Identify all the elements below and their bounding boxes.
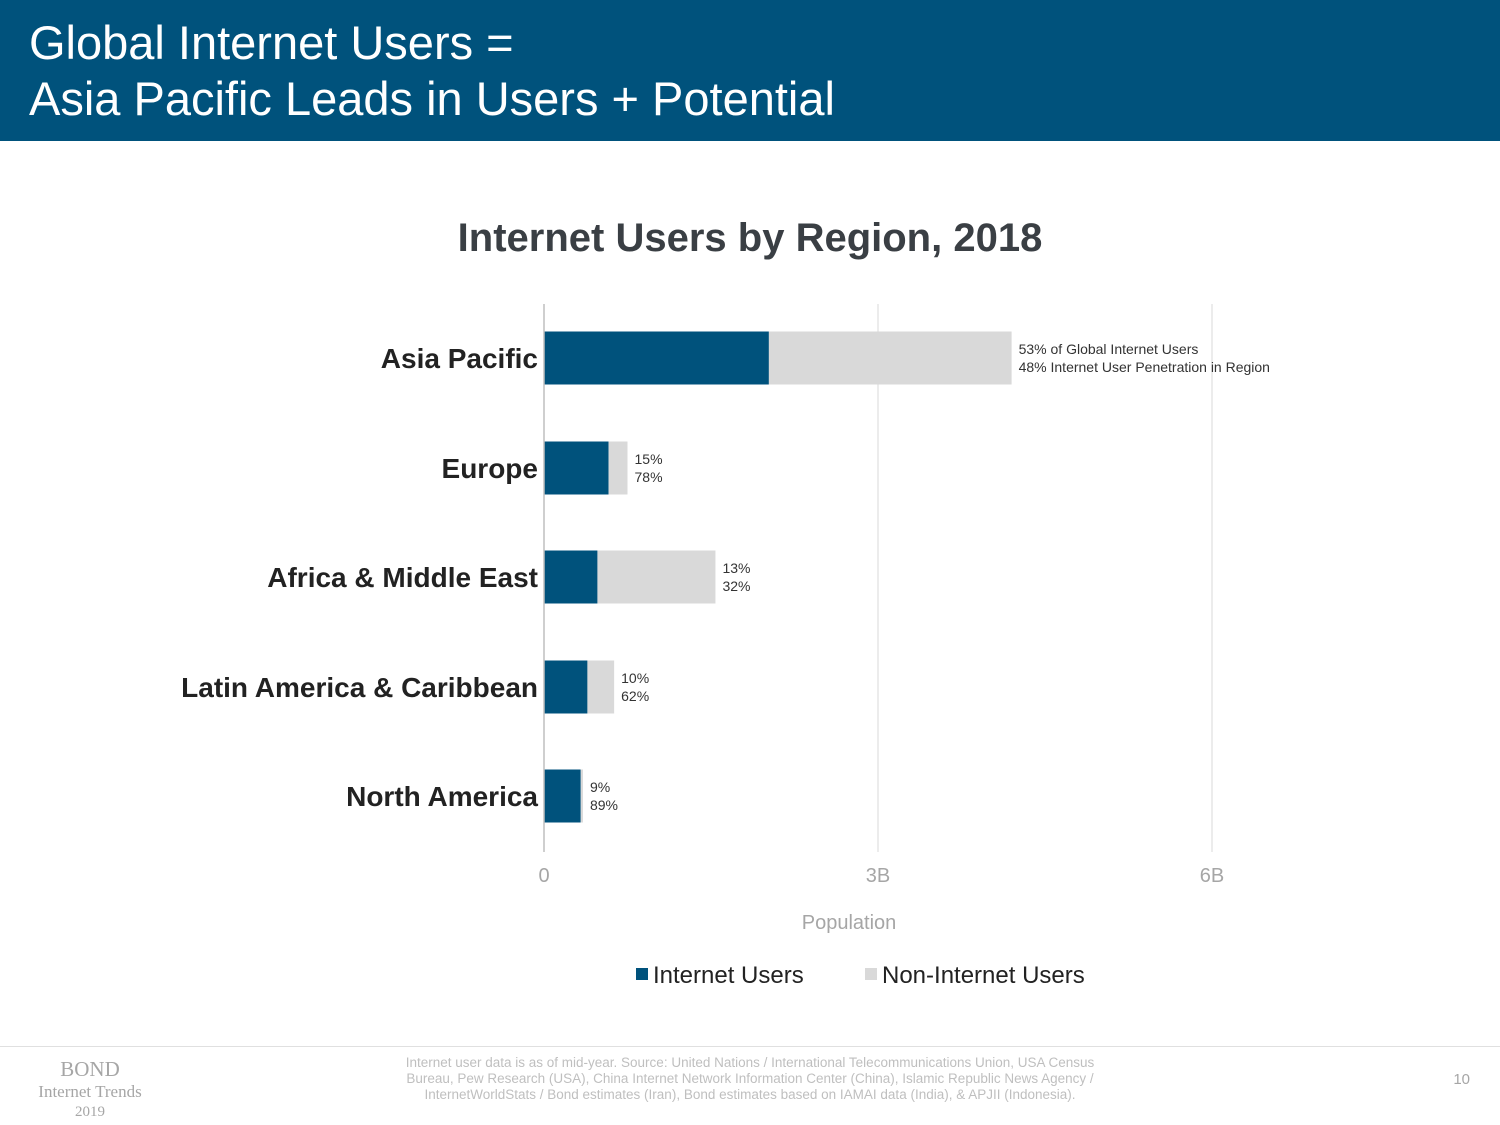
legend-label-internet-users: Internet Users xyxy=(653,962,804,989)
bar-internet-users-3 xyxy=(544,550,598,604)
bar-internet-users-1 xyxy=(544,331,769,385)
page-number: 10 xyxy=(1453,1071,1470,1088)
source-line-1: Internet user data is as of mid-year. So… xyxy=(405,1055,1095,1070)
bar-non-internet-users-4 xyxy=(587,660,615,714)
logo-line-3: 2019 xyxy=(75,1104,105,1120)
category-label: North America xyxy=(346,781,538,812)
bar-chart: Asia Pacific 53% of Global Internet Users… xyxy=(181,304,1270,989)
chart-title: Internet Users by Region, 2018 xyxy=(457,216,1043,260)
bond-logo: BOND Internet Trends 2019 xyxy=(20,1058,160,1122)
logo-line-1: BOND xyxy=(60,1057,120,1081)
bar-annotation-penetration: 62% xyxy=(621,688,649,704)
slide-title-line-2: Asia Pacific Leads in Users + Potential xyxy=(29,72,835,125)
x-tick-label: 6B xyxy=(1200,865,1224,887)
slide-title-line-1: Global Internet Users = xyxy=(29,16,514,69)
source-line-3: InternetWorldStats / Bond estimates (Ira… xyxy=(424,1087,1076,1102)
bar-internet-users-4 xyxy=(544,660,588,714)
bar-annotation-share: 10% xyxy=(621,670,649,686)
category-label: Latin America & Caribbean xyxy=(181,672,538,703)
bar-internet-users-5 xyxy=(544,769,581,823)
x-axis-title: Population xyxy=(802,912,897,934)
category-label: Europe xyxy=(442,453,538,484)
bar-annotation-penetration: 89% xyxy=(590,797,618,813)
bar-annotation-share: 13% xyxy=(722,560,750,576)
bar-annotation-penetration: 78% xyxy=(635,469,663,485)
bar-annotation-share: 15% xyxy=(635,451,663,467)
slide-header: Global Internet Users = Asia Pacific Lea… xyxy=(0,0,1500,141)
bar-non-internet-users-5 xyxy=(580,769,583,823)
x-tick-label: 3B xyxy=(866,865,890,887)
source-line-2: Bureau, Pew Research (USA), China Intern… xyxy=(406,1071,1094,1086)
bar-annotation-share: 53% of Global Internet Users xyxy=(1019,341,1199,357)
bar-non-internet-users-2 xyxy=(608,441,628,495)
bar-internet-users-2 xyxy=(544,441,609,495)
legend-swatch-internet-users xyxy=(636,968,648,980)
category-label: Africa & Middle East xyxy=(267,562,538,593)
legend-swatch-non-internet-users xyxy=(865,968,877,980)
bar-non-internet-users-3 xyxy=(597,550,716,604)
logo-line-2: Internet Trends xyxy=(38,1082,142,1101)
footer-divider xyxy=(0,1046,1500,1047)
bar-non-internet-users-1 xyxy=(768,331,1012,385)
x-tick-label: 0 xyxy=(538,865,549,887)
legend-label-non-internet-users: Non-Internet Users xyxy=(882,962,1085,989)
category-label: Asia Pacific xyxy=(381,343,538,374)
bar-annotation-penetration: 48% Internet User Penetration in Region xyxy=(1019,359,1270,375)
bar-annotation-share: 9% xyxy=(590,779,610,795)
bar-annotation-penetration: 32% xyxy=(722,578,750,594)
source-note: Internet user data is as of mid-year. So… xyxy=(370,1055,1130,1103)
